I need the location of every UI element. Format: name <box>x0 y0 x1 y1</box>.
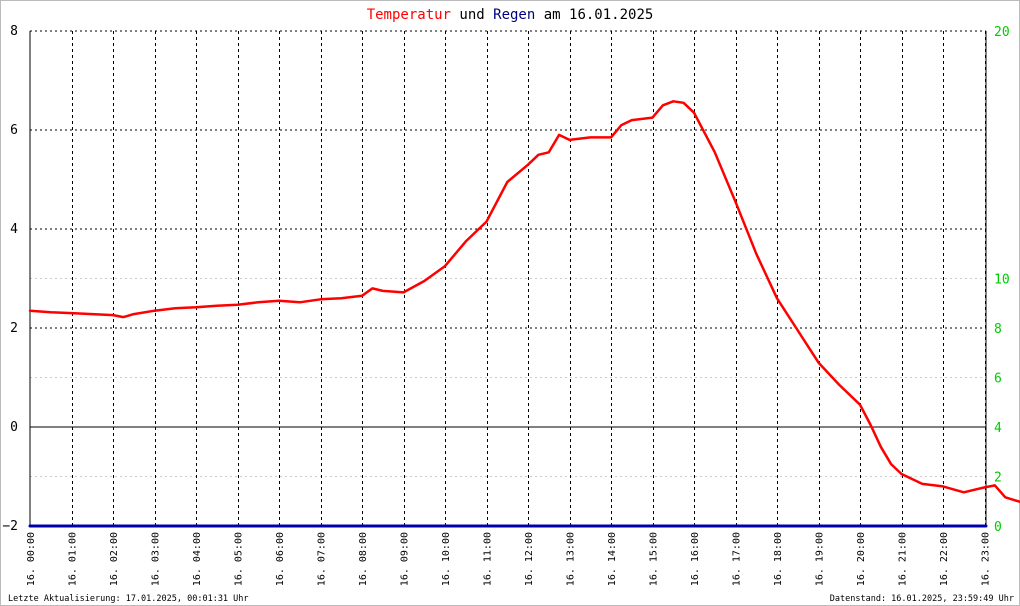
y-right-tick-label: 10 <box>994 273 1010 288</box>
x-tick-label: 16. 01:00 <box>68 532 79 586</box>
footer-last-update: Letzte Aktualisierung: 17.01.2025, 00:01… <box>8 594 249 604</box>
y-axis-right-labels: 0 2 4 6 8 10 20 <box>994 25 1010 535</box>
x-tick-label: 16. 02:00 <box>109 532 120 586</box>
y-right-tick-label: 4 <box>994 421 1002 436</box>
temperature-series-line <box>28 100 1020 504</box>
x-tick-label: 16. 03:00 <box>151 532 162 586</box>
y-right-tick-label: 2 <box>994 471 1002 486</box>
footer-data-status: Datenstand: 16.01.2025, 23:59:49 Uhr <box>830 594 1014 604</box>
x-tick-label: 16. 15:00 <box>649 532 660 586</box>
x-tick-label: 16. 13:00 <box>566 532 577 586</box>
x-tick-label: 16. 10:00 <box>441 532 452 586</box>
x-tick-label: 16. 05:00 <box>234 532 245 586</box>
axes <box>29 31 987 526</box>
y-right-tick-label: 0 <box>994 520 1002 535</box>
x-tick-label: 16. 19:00 <box>815 532 826 586</box>
chart-title: Temperatur und Regen am 16.01.2025 <box>367 7 654 23</box>
title-temperature: Temperatur <box>367 7 451 23</box>
y-axis-left-labels: −2 0 2 4 6 8 <box>2 24 18 534</box>
y-right-tick-label: 20 <box>994 25 1010 40</box>
x-tick-label: 16. 04:00 <box>192 532 203 586</box>
x-tick-label: 16. 06:00 <box>275 532 286 586</box>
title-und: und <box>451 7 493 23</box>
y-left-tick-label: 6 <box>10 123 18 138</box>
x-tick-label: 16. 12:00 <box>524 532 535 586</box>
x-tick-label: 16. 21:00 <box>898 532 909 586</box>
x-tick-label: 16. 22:00 <box>939 532 950 586</box>
series-layer <box>28 100 1020 528</box>
x-tick-label: 16. 00:00 <box>26 532 37 586</box>
x-axis-labels: 16. 00:00 16. 01:00 16. 02:00 16. 03:00 16. … <box>26 532 992 586</box>
x-tick-label: 16. 23:00 <box>981 532 992 586</box>
x-tick-label: 16. 14:00 <box>607 532 618 586</box>
y-left-tick-label: 4 <box>10 222 18 237</box>
x-tick-label: 16. 08:00 <box>358 532 369 586</box>
x-tick-label: 16. 18:00 <box>773 532 784 586</box>
x-tick-label: 16. 20:00 <box>856 532 867 586</box>
y-left-tick-label: −2 <box>2 519 18 534</box>
title-rain: Regen <box>493 7 535 23</box>
y-left-tick-label: 2 <box>10 321 18 336</box>
y-right-tick-label: 8 <box>994 322 1002 337</box>
x-tick-label: 16. 07:00 <box>317 532 328 586</box>
y-left-tick-label: 0 <box>10 420 18 435</box>
grid <box>30 30 986 526</box>
y-right-tick-label: 6 <box>994 372 1002 387</box>
y-left-tick-label: 8 <box>10 24 18 39</box>
x-tick-label: 16. 11:00 <box>483 532 494 586</box>
x-tick-label: 16. 17:00 <box>732 532 743 586</box>
title-date: am 16.01.2025 <box>535 7 653 23</box>
x-tick-label: 16. 09:00 <box>400 532 411 586</box>
x-tick-label: 16. 16:00 <box>690 532 701 586</box>
